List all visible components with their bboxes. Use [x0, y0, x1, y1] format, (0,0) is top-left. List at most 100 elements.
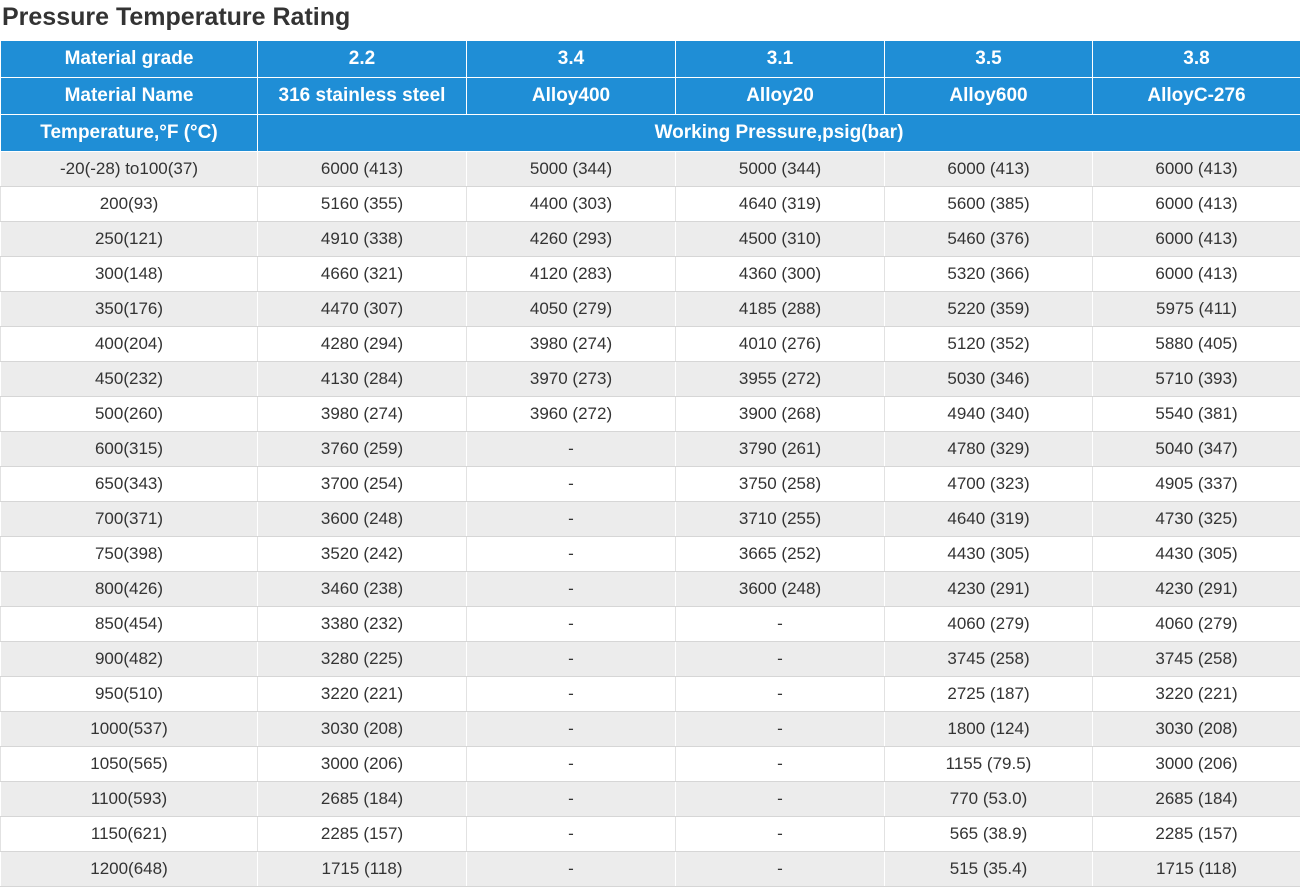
pressure-cell: 4640 (319) [884, 501, 1093, 537]
table-row: 1000(537) 3030 (208) - -1800 (124) 3030 (208… [0, 711, 1300, 747]
temperature-cell: 1150(621) [0, 816, 258, 852]
pressure-cell: - [675, 781, 885, 817]
pressure-cell: 4905 (337) [1092, 466, 1300, 502]
pressure-cell: 3520 (242) [257, 536, 467, 572]
grade-header: 2.2 [257, 40, 467, 78]
pressure-cell: 1715 (118) [1092, 851, 1300, 887]
pressure-cell: 6000 (413) [884, 151, 1093, 187]
pressure-cell: 4120 (283) [466, 256, 676, 292]
pressure-cell: - [675, 676, 885, 712]
pressure-cell: 6000 (413) [257, 151, 467, 187]
temperature-cell: 300(148) [0, 256, 258, 292]
pressure-cell: 3600 (248) [257, 501, 467, 537]
pressure-cell: - [466, 431, 676, 467]
pressure-cell: 6000 (413) [1092, 221, 1300, 257]
table-row: 500(260) 3980 (274) 3960 (272) 3900 (268) 49… [0, 396, 1300, 432]
pressure-cell: 6000 (413) [1092, 151, 1300, 187]
pressure-cell: 4470 (307) [257, 291, 467, 327]
pressure-cell: - [466, 536, 676, 572]
pressure-cell: 3710 (255) [675, 501, 885, 537]
grade-header: 3.4 [466, 40, 676, 78]
material-name-row: Material Name 316 stainless steel Alloy4… [0, 77, 1300, 115]
grade-header: 3.8 [1092, 40, 1300, 78]
pressure-cell: - [466, 571, 676, 607]
pressure-cell: 4780 (329) [884, 431, 1093, 467]
pressure-cell: 2285 (157) [257, 816, 467, 852]
pressure-cell: 4910 (338) [257, 221, 467, 257]
pressure-cell: 3030 (208) [1092, 711, 1300, 747]
pressure-cell: 5120 (352) [884, 326, 1093, 362]
pressure-cell: 4060 (279) [1092, 606, 1300, 642]
table-row: 200(93) 5160 (355) 4400 (303) 4640 (319) 560… [0, 186, 1300, 222]
table-row: 650(343) 3700 (254) -3750 (258) 4700 (323) 4… [0, 466, 1300, 502]
working-pressure-label: Working Pressure,psig(bar) [257, 114, 1300, 152]
temperature-cell: 350(176) [0, 291, 258, 327]
temperature-cell: 650(343) [0, 466, 258, 502]
pressure-cell: 5710 (393) [1092, 361, 1300, 397]
pressure-cell: 5880 (405) [1092, 326, 1300, 362]
pressure-cell: - [466, 851, 676, 887]
pressure-cell: - [466, 501, 676, 537]
table-row: 400(204) 4280 (294) 3980 (274) 4010 (276) 51… [0, 326, 1300, 362]
pressure-temperature-table: Material grade 2.2 3.4 3.1 3.5 3.8 Mater… [0, 40, 1300, 887]
table-row: 1150(621) 2285 (157) - -565 (38.9) 2285 (157… [0, 816, 1300, 852]
pressure-cell: - [466, 676, 676, 712]
temperature-cell: 250(121) [0, 221, 258, 257]
pressure-cell: 5000 (344) [466, 151, 676, 187]
material-name-label: Material Name [0, 77, 258, 115]
pressure-cell: 770 (53.0) [884, 781, 1093, 817]
pressure-cell: - [466, 466, 676, 502]
pressure-cell: 5030 (346) [884, 361, 1093, 397]
pressure-cell: 3000 (206) [1092, 746, 1300, 782]
pressure-cell: 3220 (221) [257, 676, 467, 712]
pressure-cell: 5000 (344) [675, 151, 885, 187]
table-row: 1050(565) 3000 (206) - -1155 (79.5) 3000 (20… [0, 746, 1300, 782]
pressure-cell: 1155 (79.5) [884, 746, 1093, 782]
pressure-cell: 3220 (221) [1092, 676, 1300, 712]
pressure-cell: - [675, 851, 885, 887]
pressure-cell: 3980 (274) [466, 326, 676, 362]
pressure-cell: - [675, 711, 885, 747]
pressure-cell: 5160 (355) [257, 186, 467, 222]
pressure-cell: - [675, 746, 885, 782]
pressure-cell: 4360 (300) [675, 256, 885, 292]
table-row: 450(232) 4130 (284) 3970 (273) 3955 (272) 50… [0, 361, 1300, 397]
pressure-cell: 4230 (291) [884, 571, 1093, 607]
pressure-cell: 4060 (279) [884, 606, 1093, 642]
table-row: 350(176) 4470 (307) 4050 (279) 4185 (288) 52… [0, 291, 1300, 327]
pressure-cell: 4430 (305) [1092, 536, 1300, 572]
temperature-cell: 600(315) [0, 431, 258, 467]
units-row: Temperature,°F (°C) Working Pressure,psi… [0, 114, 1300, 152]
material-name-header: Alloy400 [466, 77, 676, 115]
temperature-cell: 800(426) [0, 571, 258, 607]
table-row: 900(482) 3280 (225) - -3745 (258) 3745 (258) [0, 641, 1300, 677]
pressure-cell: - [466, 781, 676, 817]
pressure-cell: - [466, 641, 676, 677]
temperature-cell: 400(204) [0, 326, 258, 362]
pressure-cell: 3955 (272) [675, 361, 885, 397]
pressure-cell: 6000 (413) [1092, 186, 1300, 222]
temperature-cell: 1050(565) [0, 746, 258, 782]
pressure-cell: 5220 (359) [884, 291, 1093, 327]
pressure-cell: 4260 (293) [466, 221, 676, 257]
pressure-cell: 4700 (323) [884, 466, 1093, 502]
pressure-cell: - [466, 711, 676, 747]
table-row: 1200(648) 1715 (118) - -515 (35.4) 1715 (118… [0, 851, 1300, 887]
material-name-header: 316 stainless steel [257, 77, 467, 115]
pressure-cell: - [466, 816, 676, 852]
pressure-cell: 4730 (325) [1092, 501, 1300, 537]
pressure-cell: 3000 (206) [257, 746, 467, 782]
temperature-cell: 1100(593) [0, 781, 258, 817]
pressure-cell: 5540 (381) [1092, 396, 1300, 432]
pressure-cell: 3745 (258) [1092, 641, 1300, 677]
table-row: 700(371) 3600 (248) -3710 (255) 4640 (319) 4… [0, 501, 1300, 537]
pressure-cell: 1800 (124) [884, 711, 1093, 747]
table-row: 1100(593) 2685 (184) - -770 (53.0) 2685 (184… [0, 781, 1300, 817]
table-header: Material grade 2.2 3.4 3.1 3.5 3.8 Mater… [0, 40, 1300, 152]
temperature-cell: 450(232) [0, 361, 258, 397]
pressure-cell: 3900 (268) [675, 396, 885, 432]
table-body: -20(-28) to100(37) 6000 (413) 5000 (344) 50… [0, 151, 1300, 887]
material-grade-label: Material grade [0, 40, 258, 78]
pressure-cell: 3700 (254) [257, 466, 467, 502]
pressure-cell: 3280 (225) [257, 641, 467, 677]
